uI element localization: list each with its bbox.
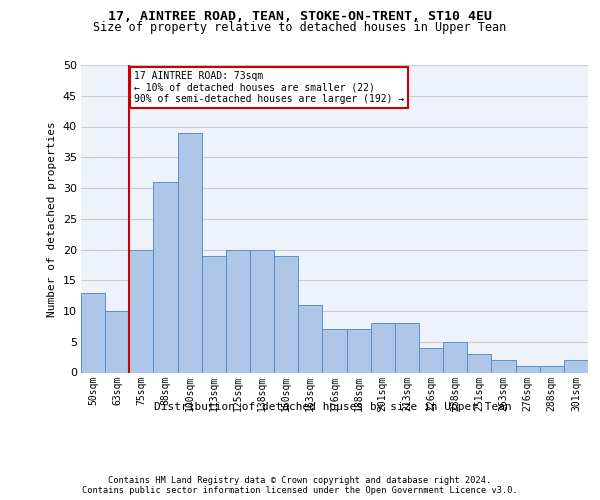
Bar	[298, 305, 322, 372]
Bar	[443, 342, 467, 372]
Text: Contains HM Land Registry data © Crown copyright and database right 2024.: Contains HM Land Registry data © Crown c…	[109, 476, 491, 485]
Bar	[322, 330, 347, 372]
Text: 17, AINTREE ROAD, TEAN, STOKE-ON-TRENT, ST10 4EU: 17, AINTREE ROAD, TEAN, STOKE-ON-TRENT, …	[108, 10, 492, 23]
Text: Size of property relative to detached houses in Upper Tean: Size of property relative to detached ho…	[94, 21, 506, 34]
Bar	[178, 132, 202, 372]
Bar	[564, 360, 588, 372]
Bar	[419, 348, 443, 372]
Bar	[154, 182, 178, 372]
Bar	[250, 250, 274, 372]
Bar	[202, 256, 226, 372]
Bar	[347, 330, 371, 372]
Bar	[226, 250, 250, 372]
Bar	[540, 366, 564, 372]
Bar	[274, 256, 298, 372]
Y-axis label: Number of detached properties: Number of detached properties	[47, 121, 57, 316]
Bar	[515, 366, 540, 372]
Text: Contains public sector information licensed under the Open Government Licence v3: Contains public sector information licen…	[82, 486, 518, 495]
Text: Distribution of detached houses by size in Upper Tean: Distribution of detached houses by size …	[154, 402, 512, 412]
Bar	[395, 324, 419, 372]
Bar	[81, 292, 105, 372]
Text: 17 AINTREE ROAD: 73sqm
← 10% of detached houses are smaller (22)
90% of semi-det: 17 AINTREE ROAD: 73sqm ← 10% of detached…	[134, 71, 404, 104]
Bar	[491, 360, 515, 372]
Bar	[371, 324, 395, 372]
Bar	[467, 354, 491, 372]
Bar	[129, 250, 154, 372]
Bar	[105, 311, 129, 372]
